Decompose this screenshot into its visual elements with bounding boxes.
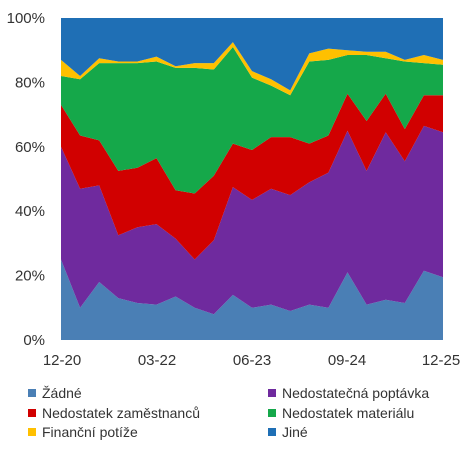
- y-tick-label: 100%: [7, 10, 45, 27]
- y-tick-label: 60%: [15, 139, 45, 156]
- y-tick-label: 40%: [15, 203, 45, 220]
- area-series-3: [61, 47, 443, 194]
- x-tick-label: 03-22: [138, 352, 176, 369]
- x-tick-label: 12-20: [43, 352, 81, 369]
- y-tick-label: 80%: [15, 74, 45, 91]
- area-series-2: [61, 93, 443, 260]
- x-tick-label: 06-23: [233, 352, 271, 369]
- y-tick-label: 0%: [23, 332, 45, 349]
- area-series-1: [61, 125, 443, 315]
- area-series-5: [61, 18, 443, 91]
- x-tick-label: 12-25: [422, 352, 460, 369]
- plot-areas: [61, 18, 443, 340]
- x-axis-ticks: 12-20 03-22 06-23 09-24 12-25: [43, 352, 460, 369]
- area-series-0: [61, 259, 443, 340]
- x-tick-label: 09-24: [328, 352, 366, 369]
- y-axis-ticks: 0% 20% 40% 60% 80% 100%: [7, 10, 45, 349]
- y-tick-label: 20%: [15, 268, 45, 285]
